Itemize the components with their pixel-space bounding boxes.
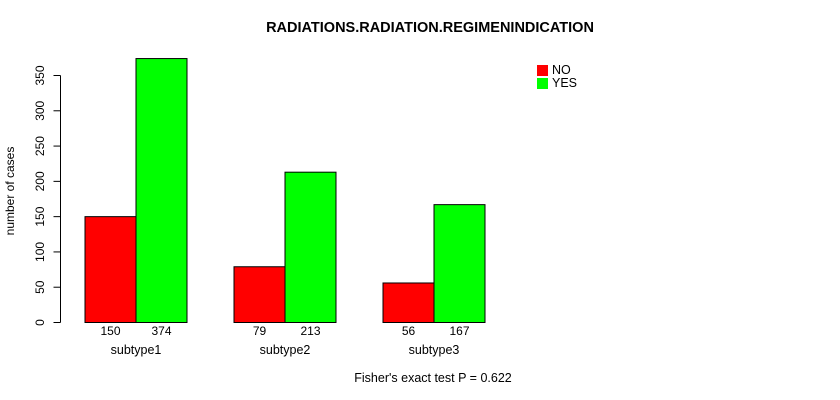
y-tick-label: 50 [33, 280, 47, 294]
y-tick-label: 100 [33, 242, 47, 262]
bar-no-subtype1 [84, 216, 137, 323]
category-label: subtype1 [111, 343, 162, 357]
bar-no-subtype3 [382, 282, 435, 324]
y-tick-label: 0 [33, 319, 47, 326]
bar-value-label: 213 [300, 324, 320, 338]
bar-no-subtype2 [233, 266, 286, 323]
y-tick-label: 300 [33, 100, 47, 120]
y-tick-label: 150 [33, 206, 47, 226]
y-axis-label: number of cases [3, 146, 17, 236]
bar-yes-subtype2 [284, 171, 337, 323]
bar-value-label: 79 [253, 324, 267, 338]
legend-swatch-no-icon [537, 65, 548, 76]
chart-title: RADIATIONS.RADIATION.REGIMENINDICATION [266, 20, 594, 36]
legend-label-yes: YES [552, 76, 578, 90]
legend-swatch-yes-icon [537, 78, 548, 89]
legend-label-no: NO [552, 63, 571, 77]
bar-yes-subtype3 [433, 204, 486, 324]
legend-item-no: NO [537, 63, 577, 77]
category-label: subtype3 [409, 343, 460, 357]
caption: Fisher's exact test P = 0.622 [354, 371, 512, 385]
bar-value-label: 150 [100, 324, 120, 338]
legend-item-yes: YES [537, 76, 578, 90]
legend: NO YES [537, 63, 578, 91]
bar-value-label: 374 [151, 324, 171, 338]
bar-value-label: 167 [449, 324, 469, 338]
bar-yes-subtype1 [135, 58, 188, 323]
category-label: subtype2 [260, 343, 311, 357]
y-tick-label: 350 [33, 65, 47, 85]
y-tick-label: 200 [33, 171, 47, 191]
bar-value-label: 56 [402, 324, 416, 338]
y-tick-label: 250 [33, 136, 47, 156]
